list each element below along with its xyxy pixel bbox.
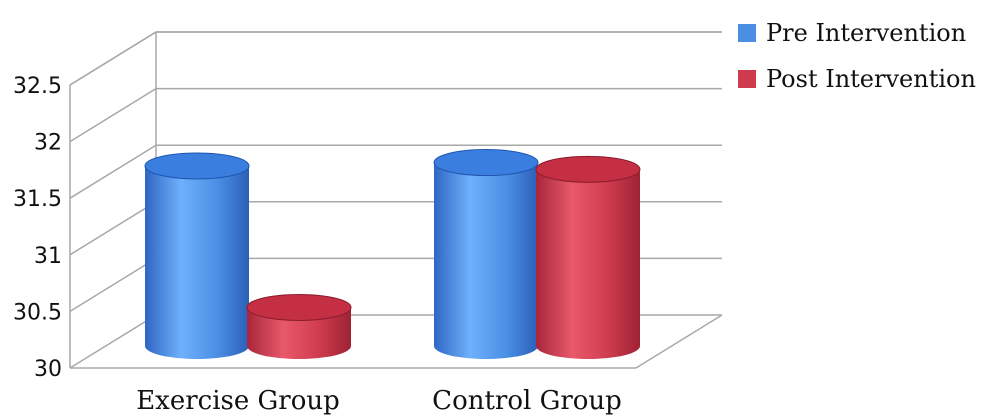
legend-item-pre: Pre Intervention [738,10,976,56]
legend-item-post: Post Intervention [738,56,976,102]
y-tick-label-3: 31.5 [13,187,62,212]
bars [144,149,641,359]
gridline-3 [69,144,722,199]
legend-swatch-post [738,70,756,88]
y-axis-ticks: 30 30.5 31 31.5 32 32.5 [13,74,62,382]
y-tick-label-5: 32.5 [13,74,62,99]
bar-0-0 [144,152,250,359]
bar-0-1 [246,293,352,359]
x-category-label-1: Control Group [432,386,622,416]
bar-1-1 [535,155,641,359]
bar-body-1-0 [434,162,538,359]
bar-cap-0-1 [246,293,352,321]
legend-label-post: Post Intervention [766,65,976,93]
y-tick-label-1: 30.5 [13,300,62,325]
bar-cap-0-0 [144,152,250,180]
y-tick-label-4: 32 [34,131,62,156]
y-tick-label-0: 30 [34,357,62,382]
y-tick-label-2: 31 [34,244,62,269]
legend-label-pre: Pre Intervention [766,19,967,47]
x-category-label-0: Exercise Group [136,386,340,416]
gridline-4 [69,87,722,143]
gridline-5 [69,31,722,86]
bar-body-1-1 [536,169,640,359]
bar-cap-1-0 [433,149,539,177]
floor-right-edge [635,314,723,369]
bar-1-0 [433,149,539,359]
bar-body-0-1 [247,307,351,359]
legend-swatch-pre [738,24,756,42]
x-axis-categories: Exercise Group Control Group [136,386,622,416]
bar-body-0-0 [145,165,249,359]
bar-cap-1-1 [535,155,641,183]
legend: Pre Intervention Post Intervention [738,10,976,102]
